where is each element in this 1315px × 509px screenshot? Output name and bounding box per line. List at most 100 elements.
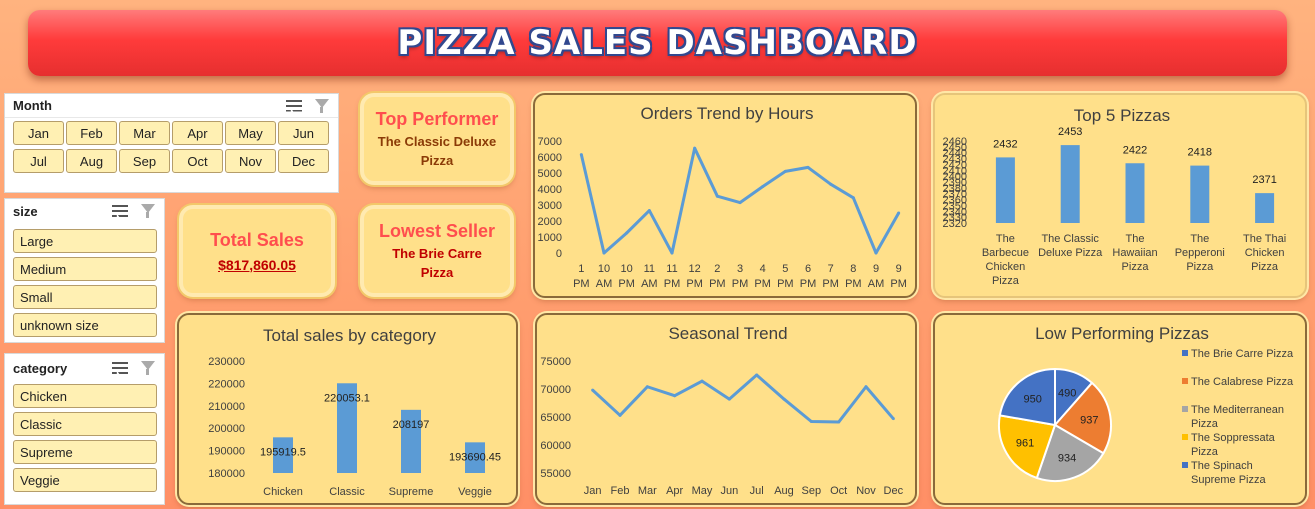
- x-tick-label: Jan: [584, 485, 602, 497]
- x-tick-label: Apr: [666, 485, 683, 497]
- data-label: 193690.45: [449, 451, 501, 463]
- category-option-classic[interactable]: Classic: [13, 412, 157, 436]
- top-performer-card: Top Performer The Classic Deluxe Pizza: [360, 93, 514, 185]
- y-tick-label: 230000: [208, 356, 245, 368]
- y-tick-label: 2410: [943, 165, 967, 177]
- category-slicer-header: category: [5, 354, 164, 382]
- lowest-seller-line2: Pizza: [420, 264, 454, 280]
- month-option-jul[interactable]: Jul: [13, 149, 64, 173]
- size-option-large[interactable]: Large: [13, 229, 157, 253]
- total-sales-card: Total Sales $817,860.05: [179, 205, 335, 297]
- x-tick-label: The: [1126, 233, 1145, 245]
- data-label: 2422: [1123, 144, 1147, 156]
- size-option-medium[interactable]: Medium: [13, 257, 157, 281]
- x-tick-label: Dec: [884, 485, 904, 497]
- y-tick-label: 2400: [943, 171, 967, 183]
- data-point: [670, 251, 674, 255]
- clear-filter-icon[interactable]: [314, 98, 330, 113]
- category-option-veggie[interactable]: Veggie: [13, 468, 157, 492]
- multi-select-icon[interactable]: [112, 361, 128, 375]
- month-option-nov[interactable]: Nov: [225, 149, 276, 173]
- x-tick-label: PM: [618, 278, 635, 290]
- size-slicer-title: size: [13, 203, 38, 219]
- month-slicer: Month Jan Feb Mar Apr May Jun Jul Aug Sep Oct Nov D…: [4, 93, 339, 193]
- data-label: 2453: [1058, 126, 1082, 138]
- multi-select-icon[interactable]: [112, 204, 128, 218]
- x-tick-label: 11: [644, 263, 655, 275]
- total-sales-title: Total Sales: [210, 229, 304, 250]
- x-tick-label: Jul: [750, 485, 764, 497]
- size-option-unknown-size[interactable]: unknown size: [13, 313, 157, 337]
- month-option-dec[interactable]: Dec: [278, 149, 329, 173]
- category-option-supreme[interactable]: Supreme: [13, 440, 157, 464]
- data-point: [755, 373, 759, 377]
- y-tick-label: 210000: [208, 401, 245, 413]
- month-options: Jan Feb Mar Apr May Jun Jul Aug Sep Oct Nov Dec: [5, 118, 338, 173]
- x-tick-label: PM: [686, 278, 703, 290]
- clear-filter-icon[interactable]: [140, 204, 156, 218]
- data-label: 950: [1023, 393, 1041, 405]
- data-point: [761, 185, 765, 189]
- x-tick-label: Chicken: [1245, 247, 1285, 259]
- size-slicer: size Large Medium Small unknown size: [4, 198, 165, 343]
- category-option-chicken[interactable]: Chicken: [13, 384, 157, 408]
- data-label: 934: [1058, 453, 1076, 465]
- x-tick-label: 3: [737, 263, 743, 275]
- low-performing-svg: Low Performing Pizzas 490 937 934 961 950 The …: [998, 324, 1294, 486]
- clear-filter-icon[interactable]: [140, 361, 156, 375]
- y-tick-label: 2360: [943, 195, 967, 207]
- x-tick-label: Pizza: [1186, 261, 1214, 273]
- month-option-aug[interactable]: Aug: [66, 149, 117, 173]
- legend-label: The Brie Carre Pizza: [1191, 348, 1294, 360]
- seasonal-trend-svg: Seasonal Trend 55000 60000 65000 70000 75000 J…: [540, 324, 904, 497]
- x-tick-label: 10: [598, 263, 610, 275]
- x-tick-label: 2: [714, 263, 720, 275]
- data-point: [783, 169, 787, 173]
- x-tick-label: Pizza: [1122, 261, 1150, 273]
- data-point: [625, 231, 629, 235]
- y-tick-label: 60000: [540, 440, 571, 452]
- data-point: [809, 419, 813, 423]
- month-option-feb[interactable]: Feb: [66, 121, 117, 145]
- legend-marker: [1182, 350, 1188, 356]
- x-tick-label: PM: [754, 278, 771, 290]
- bar: [273, 437, 293, 473]
- bar: [337, 383, 357, 473]
- data-point: [700, 379, 704, 383]
- sales-by-category-chart: Total sales by category 180000 190000 20000…: [177, 313, 518, 505]
- y-tick-label: 180000: [208, 468, 245, 480]
- data-label: 937: [1080, 414, 1098, 426]
- month-option-apr[interactable]: Apr: [172, 121, 223, 145]
- data-point: [874, 251, 878, 255]
- month-option-jun[interactable]: Jun: [278, 121, 329, 145]
- data-point: [579, 153, 583, 157]
- x-tick-label: 11: [666, 263, 677, 275]
- x-tick-label: Feb: [611, 485, 630, 497]
- seasonal-trend-chart: Seasonal Trend 55000 60000 65000 70000 75000 J…: [535, 313, 917, 505]
- size-option-small[interactable]: Small: [13, 285, 157, 309]
- x-tick-label: 1: [578, 263, 584, 275]
- data-label: 490: [1058, 388, 1076, 400]
- dashboard-title-bar: PIZZA SALES DASHBOARD: [28, 10, 1287, 76]
- x-tick-label: PM: [890, 278, 907, 290]
- data-label: 220053.1: [324, 392, 370, 404]
- x-tick-label: 6: [805, 263, 811, 275]
- x-tick-label: Deluxe Pizza: [1038, 247, 1103, 259]
- y-tick-label: 2380: [943, 183, 967, 195]
- data-point: [591, 388, 595, 392]
- lowest-seller-title: Lowest Seller: [378, 220, 496, 241]
- data-point: [693, 146, 697, 150]
- month-option-jan[interactable]: Jan: [13, 121, 64, 145]
- month-slicer-title: Month: [13, 98, 52, 113]
- month-option-may[interactable]: May: [225, 121, 276, 145]
- month-option-mar[interactable]: Mar: [119, 121, 170, 145]
- multi-select-icon[interactable]: [286, 99, 302, 113]
- chart-title: Total sales by category: [263, 326, 436, 345]
- data-point: [727, 397, 731, 401]
- orders-trend-chart: Orders Trend by Hours 0 1000 2000 3000 4000 50…: [533, 93, 917, 298]
- data-point: [806, 165, 810, 169]
- month-option-oct[interactable]: Oct: [172, 149, 223, 173]
- month-option-sep[interactable]: Sep: [119, 149, 170, 173]
- x-tick-label: Veggie: [458, 486, 492, 498]
- pie-slice: [998, 414, 1057, 480]
